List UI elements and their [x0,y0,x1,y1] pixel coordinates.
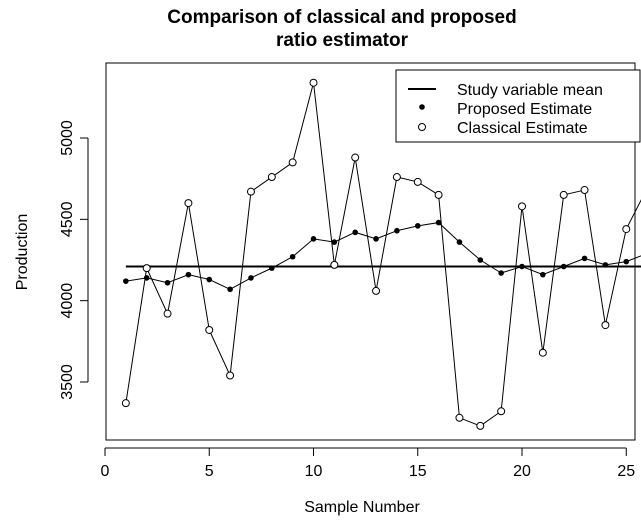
x-axis: 0 5 10 15 20 25 [101,447,635,480]
point-classical [184,199,193,208]
point-proposed [289,253,296,260]
x-tick-label: 0 [101,463,110,480]
series-classical-line [125,82,641,427]
legend-box [395,69,641,143]
point-classical [246,187,255,196]
point-proposed [227,286,233,293]
point-proposed [269,265,275,271]
point-proposed [331,239,338,245]
point-proposed [602,262,609,268]
point-proposed [123,278,129,284]
x-tick-label: 20 [513,463,531,480]
point-classical [622,225,631,234]
point-classical [309,78,318,87]
point-proposed [394,227,400,234]
point-proposed [560,263,567,270]
point-classical [392,173,401,182]
y-tick-label: 3500 [59,364,76,400]
point-classical [372,286,381,295]
y-tick-label: 4000 [59,283,76,319]
point-proposed [477,257,484,263]
point-classical [288,158,297,167]
chart-title-line-2: ratio estimator [276,30,409,51]
point-classical [538,348,547,357]
point-proposed [623,258,630,265]
plot-frame [105,62,636,441]
point-classical [351,153,360,162]
point-classical [434,190,443,199]
point-proposed [435,219,442,226]
point-classical [601,321,610,330]
point-classical [163,309,172,318]
point-proposed [248,275,254,281]
y-tick-label: 5000 [59,120,76,156]
x-tick-label: 15 [409,463,427,480]
series-proposed-line [125,222,641,290]
point-proposed [456,239,463,245]
x-tick-label: 10 [305,463,323,480]
y-axis-label: Production [14,214,31,291]
y-tick-label: 4500 [59,201,76,237]
point-proposed [206,276,213,283]
x-tick-label: 5 [205,463,214,480]
legend-swatch-proposed-marker [419,104,425,110]
point-proposed [185,271,192,278]
point-proposed [373,236,379,242]
legend-swatch-classical-marker [418,123,426,131]
y-axis: 3500 4000 4500 5000 [59,120,89,400]
point-classical [497,407,506,416]
legend-label-mean: Study variable mean [457,82,603,99]
point-classical [226,371,235,380]
point-classical [559,190,568,199]
point-proposed [310,236,317,242]
point-proposed [498,270,504,276]
series-layer [121,78,641,430]
point-classical [518,202,526,211]
x-tick-label: 25 [617,463,635,480]
point-proposed [164,279,171,286]
point-classical [455,413,464,422]
point-proposed [540,271,546,278]
point-classical [142,264,151,273]
point-proposed [414,223,421,229]
point-proposed [352,229,359,236]
legend-label-classical: Classical Estimate [457,120,588,137]
point-classical [580,186,589,195]
legend-label-proposed: Proposed Estimate [457,101,592,118]
chart-title-line-1: Comparison of classical and proposed [167,7,516,28]
point-proposed [519,263,525,270]
legend: Study variable mean Proposed Estimate Cl… [395,69,641,143]
point-classical [267,173,276,182]
point-classical [476,421,485,430]
point-classical [205,325,214,334]
x-axis-label: Sample Number [304,499,420,516]
point-proposed [581,255,588,262]
point-classical [330,260,339,269]
point-classical [121,399,130,408]
point-classical [413,177,422,186]
